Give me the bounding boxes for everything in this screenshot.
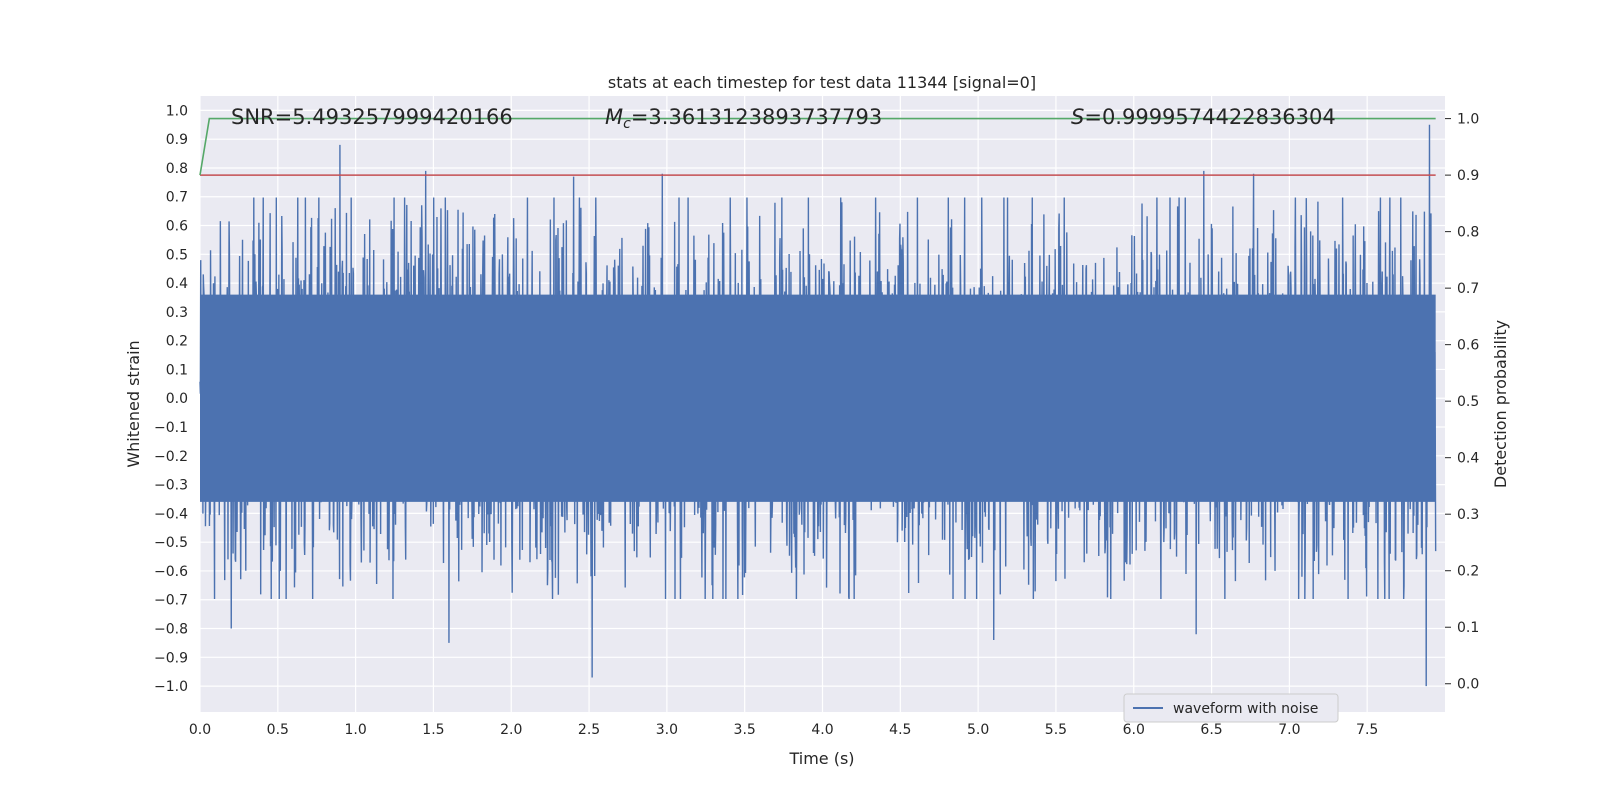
waveform-series bbox=[199, 124, 1437, 687]
y-tick-label: 0.5 bbox=[166, 247, 188, 263]
y-tick-label: −0.1 bbox=[154, 420, 188, 436]
x-tick-label: 6.0 bbox=[1123, 722, 1145, 738]
y-right-tick-label: 0.2 bbox=[1457, 564, 1479, 580]
x-tick-label: 3.5 bbox=[734, 722, 756, 738]
x-tick-label: 7.0 bbox=[1278, 722, 1300, 738]
detection-probability-line bbox=[199, 117, 1436, 176]
x-tick-label: 1.5 bbox=[422, 722, 444, 738]
y-right-tick-label: 0.7 bbox=[1457, 281, 1479, 297]
x-tick-label: 4.5 bbox=[889, 722, 911, 738]
y-tick-label: 0.1 bbox=[166, 362, 188, 378]
y-axis-left: 1.0 0.9 0.8 0.7 0.6 0.5 0.4 0.3 0.2 0.1 0.0 −0.1 −0.… bbox=[154, 103, 188, 695]
y-tick-label: −1.0 bbox=[154, 679, 188, 695]
y-right-tick-label: 0.4 bbox=[1457, 451, 1479, 467]
y-tick-label: −0.8 bbox=[154, 622, 188, 638]
y-right-tick-label: 0.5 bbox=[1457, 394, 1479, 410]
y-tick-label: 0.9 bbox=[166, 132, 188, 148]
y-tick-label: −0.4 bbox=[154, 506, 188, 522]
y-right-tick-label: 0.9 bbox=[1457, 168, 1479, 184]
legend-label-waveform: waveform with noise bbox=[1173, 701, 1318, 717]
chart-title: stats at each timestep for test data 113… bbox=[608, 73, 1036, 92]
y-tick-label: −0.6 bbox=[154, 564, 188, 580]
legend: waveform with noise bbox=[1123, 693, 1339, 723]
y-right-tick-label: 0.6 bbox=[1457, 338, 1479, 354]
x-tick-label: 6.5 bbox=[1200, 722, 1222, 738]
x-tick-label: 5.0 bbox=[967, 722, 989, 738]
mc-symbol: M bbox=[605, 105, 623, 129]
y-axis-label: Whitened strain bbox=[124, 340, 143, 467]
s-annotation: S=0.9999574422836304 bbox=[1071, 105, 1336, 129]
y-right-tick-label: 0.8 bbox=[1457, 225, 1479, 241]
mc-annotation: Mc=3.3613123893737793 bbox=[605, 105, 882, 132]
y-right-tick-label: 0.0 bbox=[1457, 677, 1479, 693]
y-tick-label: 0.6 bbox=[166, 219, 188, 235]
y-tick-label: −0.7 bbox=[154, 593, 188, 609]
x-axis: 0.0 0.5 1.0 1.5 2.0 2.5 3.0 3.5 4.0 4.5 5.0 5.5 6.0 6… bbox=[189, 722, 1378, 738]
x-tick-label: 7.5 bbox=[1356, 722, 1378, 738]
y-right-tick-label: 0.3 bbox=[1457, 507, 1479, 523]
y-right-tick-label: 1.0 bbox=[1457, 112, 1479, 128]
x-axis-label: Time (s) bbox=[788, 749, 854, 768]
y-tick-label: 0.4 bbox=[166, 276, 188, 292]
y-tick-label: −0.2 bbox=[154, 449, 188, 465]
x-tick-label: 4.0 bbox=[811, 722, 833, 738]
y-right-tick-label: 0.1 bbox=[1457, 620, 1479, 636]
waveform-core-band bbox=[200, 294, 1436, 502]
y-tick-label: −0.5 bbox=[154, 535, 188, 551]
x-tick-label: 0.5 bbox=[267, 722, 289, 738]
x-tick-label: 1.0 bbox=[344, 722, 366, 738]
y-tick-label: −0.3 bbox=[154, 478, 188, 494]
s-symbol: S bbox=[1071, 105, 1084, 129]
legend-box bbox=[1123, 693, 1339, 723]
y-axis-right: 1.0 0.9 0.8 0.7 0.6 0.5 0.4 0.3 0.2 0.1 0.0 bbox=[1445, 112, 1479, 693]
mc-value: =3.3613123893737793 bbox=[631, 105, 882, 129]
y-tick-label: 0.2 bbox=[166, 334, 188, 350]
y-tick-label: 0.7 bbox=[166, 190, 188, 206]
probability-series bbox=[199, 117, 1436, 176]
s-value: =0.9999574422836304 bbox=[1084, 105, 1335, 129]
mc-subscript: c bbox=[623, 116, 631, 132]
snr-annotation: SNR=5.493257999420166 bbox=[231, 105, 513, 129]
x-tick-label: 2.0 bbox=[500, 722, 522, 738]
y-tick-label: 0.3 bbox=[166, 305, 188, 321]
y-tick-label: −0.9 bbox=[154, 650, 188, 666]
x-tick-label: 0.0 bbox=[189, 722, 211, 738]
y-tick-label: 0.0 bbox=[166, 391, 188, 407]
x-tick-label: 3.0 bbox=[656, 722, 678, 738]
y-tick-label: 1.0 bbox=[166, 103, 188, 119]
x-tick-label: 5.5 bbox=[1045, 722, 1067, 738]
y-tick-label: 0.8 bbox=[166, 161, 188, 177]
x-tick-label: 2.5 bbox=[578, 722, 600, 738]
y-axis-right-label: Detection probability bbox=[1491, 320, 1510, 488]
